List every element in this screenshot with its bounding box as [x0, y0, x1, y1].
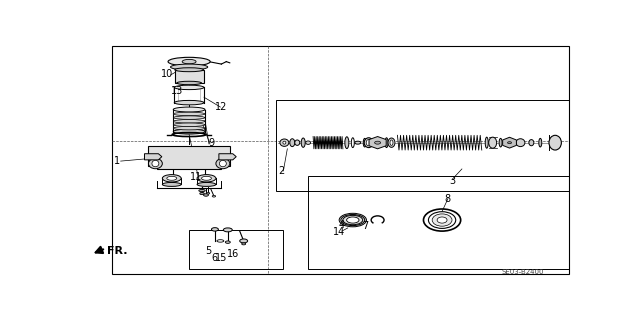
- Ellipse shape: [168, 57, 210, 66]
- Ellipse shape: [339, 213, 367, 227]
- Ellipse shape: [212, 195, 216, 197]
- Ellipse shape: [202, 176, 211, 180]
- Ellipse shape: [173, 116, 205, 119]
- Ellipse shape: [364, 138, 366, 147]
- Ellipse shape: [242, 243, 246, 245]
- Ellipse shape: [182, 59, 196, 64]
- Ellipse shape: [197, 174, 216, 182]
- Ellipse shape: [306, 141, 310, 145]
- Polygon shape: [219, 154, 236, 160]
- Ellipse shape: [173, 107, 205, 112]
- Bar: [175, 70, 204, 83]
- Text: 5: 5: [205, 246, 211, 256]
- Ellipse shape: [280, 139, 289, 146]
- Ellipse shape: [148, 159, 163, 169]
- Ellipse shape: [388, 138, 395, 147]
- Text: 6: 6: [212, 253, 218, 263]
- Polygon shape: [369, 137, 386, 149]
- Ellipse shape: [225, 241, 230, 243]
- Ellipse shape: [499, 138, 502, 147]
- Ellipse shape: [199, 189, 205, 192]
- Polygon shape: [502, 137, 516, 148]
- Text: 15: 15: [215, 253, 228, 263]
- Ellipse shape: [508, 142, 511, 144]
- Bar: [276, 100, 568, 190]
- Ellipse shape: [163, 174, 181, 182]
- Ellipse shape: [347, 217, 359, 223]
- Ellipse shape: [170, 64, 208, 70]
- Wedge shape: [374, 220, 381, 224]
- Text: 8: 8: [444, 194, 450, 204]
- Ellipse shape: [211, 228, 218, 231]
- Polygon shape: [145, 154, 162, 160]
- Ellipse shape: [351, 138, 355, 148]
- Ellipse shape: [516, 139, 525, 147]
- Ellipse shape: [173, 123, 205, 126]
- Text: 14: 14: [333, 227, 345, 237]
- Text: 16: 16: [227, 249, 239, 259]
- Ellipse shape: [366, 139, 371, 146]
- Text: 7: 7: [362, 221, 369, 231]
- Ellipse shape: [355, 141, 361, 144]
- Ellipse shape: [200, 192, 204, 195]
- Ellipse shape: [167, 176, 177, 180]
- Ellipse shape: [216, 159, 230, 169]
- Ellipse shape: [295, 140, 300, 145]
- Polygon shape: [148, 146, 230, 169]
- Ellipse shape: [217, 240, 224, 242]
- Ellipse shape: [364, 138, 373, 148]
- Ellipse shape: [428, 212, 456, 228]
- Ellipse shape: [175, 68, 204, 72]
- Ellipse shape: [197, 182, 216, 186]
- Ellipse shape: [174, 85, 204, 90]
- Ellipse shape: [485, 137, 488, 148]
- Text: SE03-B2400: SE03-B2400: [501, 269, 544, 275]
- Text: 3: 3: [449, 176, 455, 186]
- Text: 9: 9: [209, 138, 214, 148]
- Text: 4: 4: [339, 220, 345, 230]
- Ellipse shape: [432, 214, 452, 226]
- Ellipse shape: [341, 214, 365, 226]
- Ellipse shape: [204, 194, 209, 196]
- Ellipse shape: [283, 141, 286, 144]
- Ellipse shape: [174, 100, 204, 105]
- Ellipse shape: [529, 140, 534, 146]
- Text: 12: 12: [215, 102, 228, 112]
- Ellipse shape: [173, 112, 205, 116]
- Ellipse shape: [220, 160, 227, 167]
- Ellipse shape: [206, 192, 210, 194]
- Ellipse shape: [163, 182, 181, 186]
- Text: 13: 13: [171, 86, 183, 96]
- Ellipse shape: [301, 138, 305, 147]
- Ellipse shape: [385, 138, 388, 148]
- Ellipse shape: [177, 81, 202, 85]
- Ellipse shape: [173, 120, 205, 123]
- Ellipse shape: [173, 129, 205, 134]
- Ellipse shape: [437, 217, 447, 223]
- Ellipse shape: [345, 137, 349, 149]
- Ellipse shape: [223, 228, 232, 232]
- Ellipse shape: [489, 137, 497, 148]
- Ellipse shape: [152, 160, 159, 167]
- Bar: [308, 176, 568, 269]
- Ellipse shape: [343, 215, 363, 225]
- Ellipse shape: [240, 239, 248, 243]
- Bar: [189, 230, 284, 269]
- Text: 2: 2: [278, 166, 284, 176]
- Ellipse shape: [539, 138, 542, 147]
- Text: FR.: FR.: [108, 246, 128, 256]
- Text: 10: 10: [161, 69, 173, 79]
- Ellipse shape: [374, 141, 381, 144]
- Ellipse shape: [290, 139, 295, 147]
- Ellipse shape: [173, 126, 205, 130]
- Text: 11: 11: [191, 172, 203, 182]
- Ellipse shape: [390, 140, 393, 145]
- Ellipse shape: [549, 135, 561, 150]
- Text: 1: 1: [114, 156, 120, 166]
